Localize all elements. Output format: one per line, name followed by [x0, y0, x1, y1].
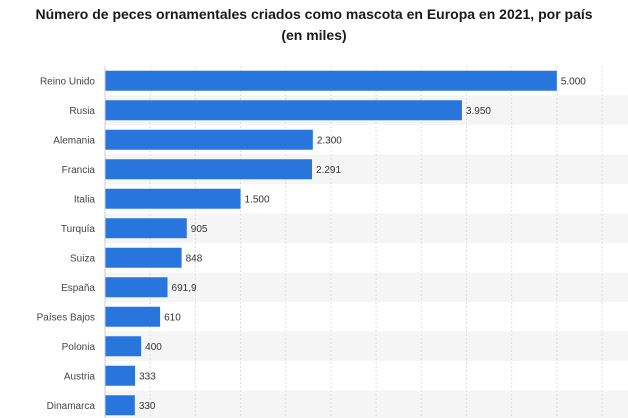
bar	[105, 129, 313, 150]
bar	[105, 218, 187, 239]
value-label: 400	[145, 342, 162, 353]
category-label: España	[61, 283, 95, 294]
chart-title-line-2: (en miles)	[281, 27, 347, 43]
chart-title-line-1: Número de peces ornamentales criados com…	[35, 6, 593, 22]
category-label: Austria	[64, 371, 96, 382]
value-label: 905	[191, 224, 208, 235]
category-label: Dinamarca	[47, 401, 96, 412]
bar	[105, 395, 135, 416]
category-label: Reino Unido	[40, 76, 95, 87]
row-stripe	[105, 213, 628, 243]
value-label: 333	[139, 371, 156, 382]
bar	[105, 188, 241, 209]
bar	[105, 306, 161, 327]
category-label: Países Bajos	[37, 312, 95, 323]
row-stripe	[105, 331, 628, 361]
bar	[105, 247, 182, 268]
row-stripe	[105, 390, 628, 418]
bar	[105, 70, 557, 91]
value-label: 2.300	[317, 135, 342, 146]
value-label: 3.950	[466, 106, 491, 117]
category-label: Italia	[74, 194, 96, 205]
bar	[105, 365, 136, 386]
value-label: 1.500	[245, 194, 270, 205]
bar	[105, 159, 313, 180]
value-label: 2.291	[316, 165, 341, 176]
bar	[105, 277, 168, 298]
category-label: Polonia	[62, 342, 96, 353]
category-label: Turquía	[61, 224, 96, 235]
bar	[105, 100, 462, 121]
value-label: 691,9	[172, 283, 197, 294]
bar	[105, 336, 142, 357]
row-stripe	[105, 272, 628, 302]
chart-title: Número de peces ornamentales criados com…	[0, 4, 628, 46]
value-label: 610	[164, 312, 181, 323]
category-label: Suiza	[70, 253, 95, 264]
category-label: Francia	[62, 165, 96, 176]
value-label: 330	[139, 401, 156, 412]
category-label: Rusia	[69, 106, 95, 117]
category-label: Alemania	[53, 135, 95, 146]
value-label: 848	[186, 253, 203, 264]
value-label: 5.000	[561, 76, 586, 87]
